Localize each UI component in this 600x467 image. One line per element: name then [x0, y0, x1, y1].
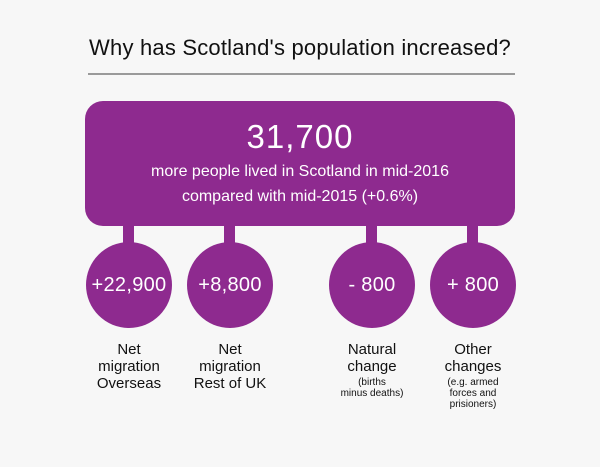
label-line: change — [347, 358, 397, 375]
summary-line-2: compared with mid-2015 (+0.6%) — [181, 188, 419, 205]
label-line: changes — [444, 358, 502, 375]
summary-line-1: more people lived in Scotland in mid-201… — [151, 163, 449, 180]
rest-of-uk-migration-value: +8,800 — [198, 273, 262, 296]
note-line: minus deaths) — [340, 388, 404, 399]
note-line: prisioners) — [449, 399, 497, 410]
label-line: migration — [199, 358, 261, 375]
overseas-migration-label: Net migration Overseas — [74, 341, 184, 392]
page-title: Why has Scotland's population increased? — [89, 35, 511, 60]
summary-total: 31,700 — [246, 118, 354, 155]
other-changes-value: + 800 — [446, 273, 500, 296]
natural-change-label: Natural change (births minus deaths) — [317, 341, 427, 399]
label-line: Overseas — [96, 375, 162, 392]
label-line: migration — [98, 358, 160, 375]
title-divider — [88, 73, 515, 75]
label-note: (e.g. armed forces and prisioners) — [418, 377, 528, 410]
other-changes-circle: + 800 — [430, 242, 516, 328]
summary-box: 31,700 more people lived in Scotland in … — [85, 101, 515, 226]
connector-overseas — [123, 224, 134, 244]
connector-natural-change — [366, 224, 377, 244]
note-line: (e.g. armed — [447, 377, 499, 388]
label-line: Net — [117, 341, 141, 358]
connector-other-changes — [467, 224, 478, 244]
overseas-migration-circle: +22,900 — [86, 242, 172, 328]
rest-of-uk-migration-label: Net migration Rest of UK — [175, 341, 285, 392]
natural-change-circle: - 800 — [329, 242, 415, 328]
other-changes-label: Other changes (e.g. armed forces and pri… — [418, 341, 528, 410]
natural-change-value: - 800 — [348, 273, 396, 296]
label-line: Other — [454, 341, 492, 358]
label-line: Net — [218, 341, 242, 358]
note-line: forces and — [449, 388, 497, 399]
connector-rest-of-uk — [224, 224, 235, 244]
overseas-migration-value: +22,900 — [91, 273, 167, 296]
note-line: (births — [358, 377, 386, 388]
label-line: Rest of UK — [193, 375, 267, 392]
label-note: (births minus deaths) — [317, 377, 427, 399]
rest-of-uk-migration-circle: +8,800 — [187, 242, 273, 328]
label-line: Natural — [347, 341, 397, 358]
